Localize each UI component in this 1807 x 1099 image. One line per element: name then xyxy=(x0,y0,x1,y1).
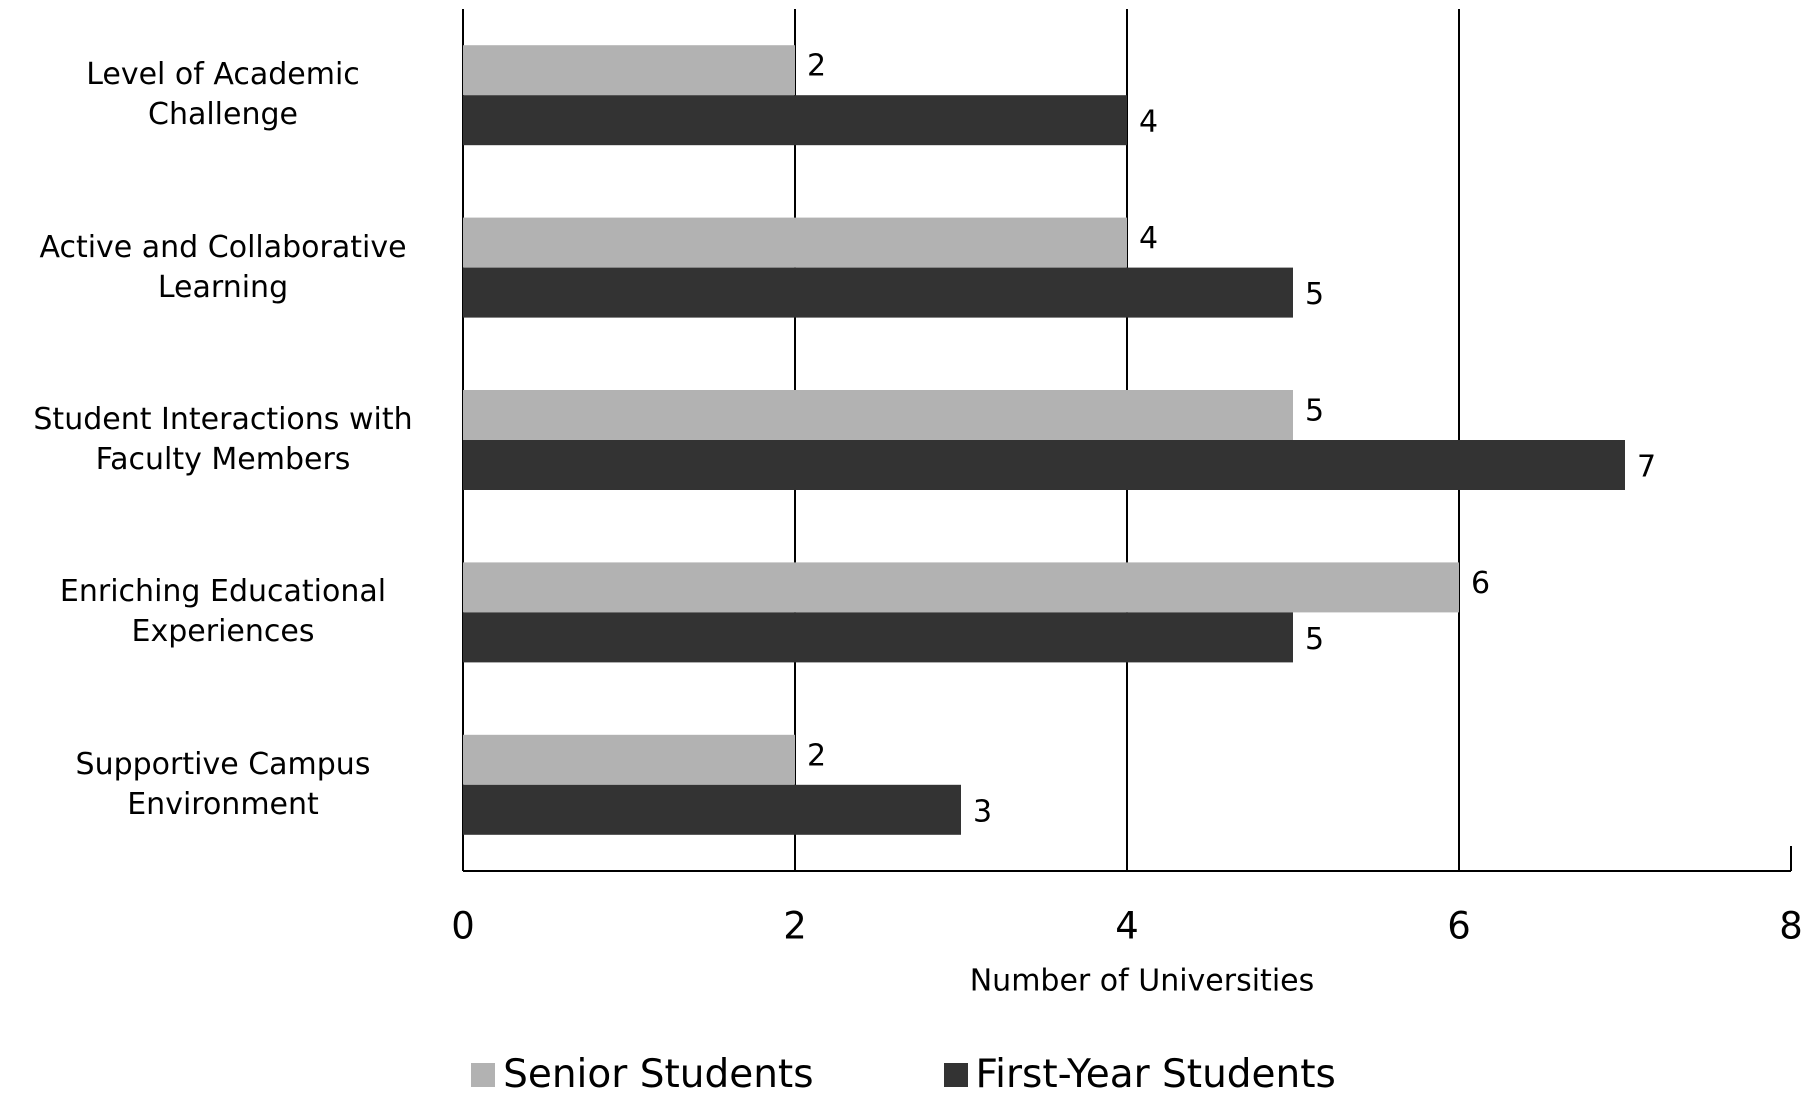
bar xyxy=(463,562,1459,613)
x-tick-label: 0 xyxy=(451,905,475,948)
legend: Senior Students First-Year Students xyxy=(0,1052,1807,1097)
y-tick-label: Enriching Educational Experiences xyxy=(59,574,387,650)
bar xyxy=(463,612,1293,663)
data-label: 2 xyxy=(807,49,826,84)
y-tick-label: Supportive Campus Environment xyxy=(75,746,371,822)
bar xyxy=(463,217,1127,268)
bar xyxy=(463,440,1625,490)
x-tick-label: 4 xyxy=(1115,905,1139,948)
y-tick-label: Level of Academic Challenge xyxy=(86,57,360,133)
data-label: 2 xyxy=(807,738,826,773)
bar xyxy=(463,390,1293,440)
x-tick-label: 2 xyxy=(783,905,807,948)
data-label: 5 xyxy=(1305,394,1324,429)
bar xyxy=(463,45,795,96)
data-label: 7 xyxy=(1637,449,1656,484)
legend-item: First-Year Students xyxy=(943,1052,1336,1097)
data-label: 6 xyxy=(1471,566,1490,601)
x-tick-label: 8 xyxy=(1779,905,1803,948)
x-axis-title: Number of Universities xyxy=(970,964,1315,999)
data-label: 3 xyxy=(973,794,992,829)
bar xyxy=(463,95,1127,146)
bar xyxy=(463,784,961,835)
bar xyxy=(463,734,795,785)
legend-item: Senior Students xyxy=(471,1052,814,1097)
y-tick-label: Student Interactions with Faculty Member… xyxy=(33,402,413,477)
data-label: 4 xyxy=(1139,221,1158,256)
legend-label: Senior Students xyxy=(503,1052,814,1097)
legend-swatch xyxy=(471,1062,496,1087)
data-label: 5 xyxy=(1305,277,1324,312)
data-label: 4 xyxy=(1139,105,1158,140)
y-tick-label: Active and Collaborative Learning xyxy=(39,229,407,305)
x-tick-label: 6 xyxy=(1447,905,1471,948)
bar xyxy=(463,267,1293,318)
legend-swatch xyxy=(943,1062,968,1087)
legend-label: First-Year Students xyxy=(975,1052,1336,1097)
data-label: 5 xyxy=(1305,622,1324,657)
